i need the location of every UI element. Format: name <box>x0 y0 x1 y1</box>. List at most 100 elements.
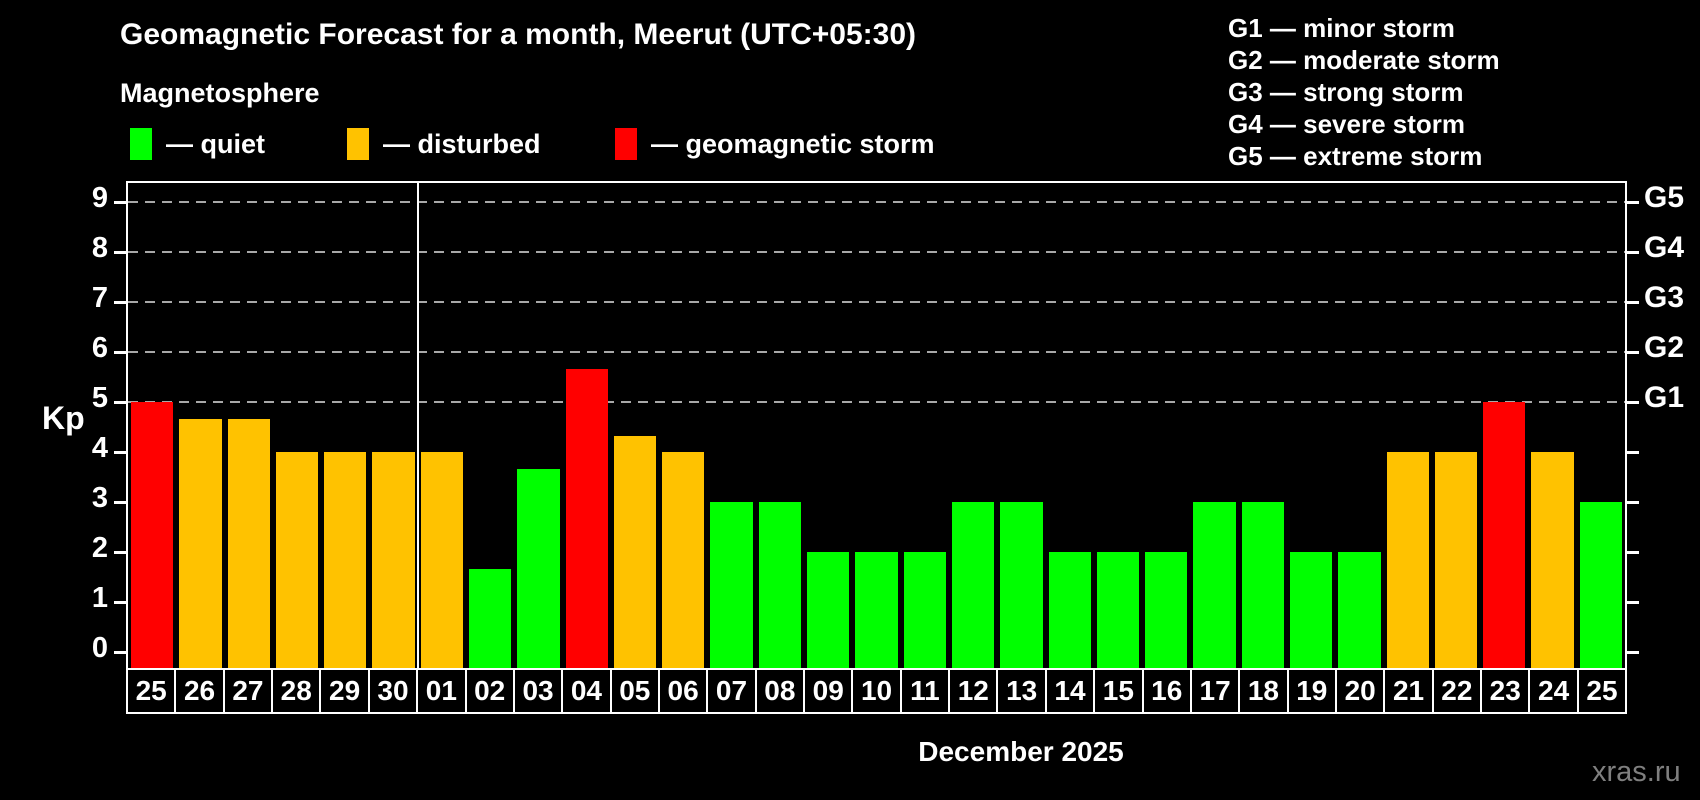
y-tick-left-8 <box>114 251 126 254</box>
legend-item-quiet: — quiet <box>130 128 265 160</box>
y-tick-label-7: 7 <box>91 282 108 314</box>
kp-bar-day-20 <box>1338 552 1381 668</box>
gridline-kp-9 <box>128 201 1625 203</box>
x-day-cell-30: 25 <box>1576 670 1625 712</box>
right-axis-label-G4: G4 <box>1644 231 1685 264</box>
x-day-cell-8: 03 <box>512 670 561 712</box>
x-day-cell-10: 05 <box>609 670 658 712</box>
x-day-cell-0: 25 <box>135 675 167 706</box>
gridline-kp-6 <box>128 351 1625 353</box>
kp-bar-day-12 <box>951 502 995 668</box>
page-title: Geomagnetic Forecast for a month, Meerut… <box>120 18 916 51</box>
y-tick-left-0 <box>114 651 126 654</box>
kp-bar-day-19 <box>1289 552 1333 668</box>
y-tick-right-4 <box>1627 451 1639 454</box>
kp-bar-day-27 <box>227 418 270 668</box>
y-tick-right-5 <box>1627 401 1639 404</box>
x-day-cell-4: 29 <box>319 670 367 712</box>
x-day-cell-7: 02 <box>464 670 513 712</box>
y-tick-left-7 <box>114 301 126 304</box>
x-day-cell-26: 21 <box>1383 670 1431 712</box>
y-tick-label-0: 0 <box>91 632 108 664</box>
kp-bar-day-09 <box>807 552 850 668</box>
kp-bar-day-23 <box>1483 402 1526 668</box>
x-axis-day-labels: 25 26 27 28 29 30 01 02 03 04 05 06 07 08 09 10 11 12 13 14… <box>126 668 1627 714</box>
x-day-cell-9: 04 <box>561 670 609 712</box>
kp-bar-day-21 <box>1386 452 1429 668</box>
y-tick-label-8: 8 <box>91 232 108 264</box>
storm-scale-line-2: G2 — moderate storm <box>1228 45 1500 75</box>
x-day-cell-23: 18 <box>1238 670 1286 712</box>
kp-bar-day-25 <box>1579 502 1622 668</box>
x-day-cell-1: 26 <box>174 670 222 712</box>
kp-bar-day-28 <box>275 452 319 668</box>
kp-bar-day-07 <box>710 502 753 668</box>
y-tick-label-5: 5 <box>91 382 108 414</box>
storm-scale-line-3: G3 — strong storm <box>1228 77 1464 107</box>
y-tick-left-1 <box>114 601 126 604</box>
y-tick-right-6 <box>1627 351 1639 354</box>
y-tick-left-9 <box>114 201 126 204</box>
x-day-cell-24: 19 <box>1286 670 1335 712</box>
gridline-kp-8 <box>128 251 1625 253</box>
storm-scale-line-1: G1 — minor storm <box>1228 13 1455 43</box>
kp-bar-day-08 <box>758 502 802 668</box>
kp-bar-day-24 <box>1531 452 1574 668</box>
month-separator <box>416 183 419 668</box>
kp-bar-day-29 <box>324 452 367 668</box>
kp-bar-day-02 <box>469 568 512 668</box>
y-tick-left-5 <box>114 401 126 404</box>
kp-bar-day-15 <box>1096 552 1140 668</box>
x-day-cell-29: 24 <box>1528 670 1576 712</box>
kp-bar-day-06 <box>662 452 705 668</box>
x-day-cell-5: 30 <box>367 670 416 712</box>
x-day-cell-27: 22 <box>1431 670 1480 712</box>
x-day-cell-15: 10 <box>851 670 899 712</box>
x-day-cell-14: 09 <box>803 670 851 712</box>
kp-bar-day-17 <box>1193 502 1236 668</box>
x-day-cell-28: 23 <box>1480 670 1528 712</box>
y-tick-label-1: 1 <box>91 582 108 614</box>
kp-bar-day-14 <box>1048 552 1091 668</box>
x-day-cell-18: 13 <box>996 670 1044 712</box>
plot-area: 0 1 2 3 4 5 6 7 8 9 G1 G2 G3 G4 G5 <box>92 181 1684 670</box>
kp-bar-day-18 <box>1241 502 1284 668</box>
kp-bar-day-04 <box>565 368 608 668</box>
kp-bar-day-13 <box>1000 502 1043 668</box>
kp-bar-day-30 <box>372 452 415 668</box>
magnetosphere-subtitle: Magnetosphere <box>120 78 320 108</box>
legend-item-storm: — geomagnetic storm <box>615 128 935 160</box>
bar-legend: — quiet — disturbed — geomagnetic storm <box>0 128 1100 164</box>
kp-bar-day-10 <box>855 552 898 668</box>
watermark: xras.ru <box>1592 756 1681 788</box>
legend-label-disturbed: — disturbed <box>383 128 541 159</box>
y-tick-right-7 <box>1627 301 1639 304</box>
y-tick-right-1 <box>1627 601 1639 604</box>
y-tick-left-4 <box>114 451 126 454</box>
x-day-cell-6: 01 <box>416 670 464 712</box>
y-tick-left-3 <box>114 501 126 504</box>
y-axis-title: Kp <box>42 400 85 436</box>
legend-label-storm: — geomagnetic storm <box>651 128 935 159</box>
x-day-cell-11: 06 <box>657 670 706 712</box>
kp-bar-day-05 <box>613 435 657 668</box>
legend-label-quiet: — quiet <box>166 128 265 159</box>
y-tick-label-4: 4 <box>91 432 108 464</box>
x-day-cell-3: 28 <box>271 670 319 712</box>
y-tick-label-2: 2 <box>91 532 108 564</box>
y-tick-right-9 <box>1627 201 1639 204</box>
kp-bar-day-01 <box>420 452 464 668</box>
x-day-cell-17: 12 <box>948 670 996 712</box>
y-tick-right-2 <box>1627 551 1639 554</box>
kp-bar-day-25 <box>131 402 174 668</box>
y-tick-label-6: 6 <box>91 332 108 364</box>
x-day-cell-13: 08 <box>754 670 803 712</box>
kp-bar-day-03 <box>517 468 560 668</box>
storm-swatch <box>615 128 637 160</box>
y-tick-right-0 <box>1627 651 1639 654</box>
right-axis-label-G1: G1 <box>1644 381 1685 414</box>
x-axis-title: December 2025 <box>918 736 1124 767</box>
right-axis-label-G3: G3 <box>1644 281 1685 314</box>
x-day-cell-12: 07 <box>706 670 754 712</box>
